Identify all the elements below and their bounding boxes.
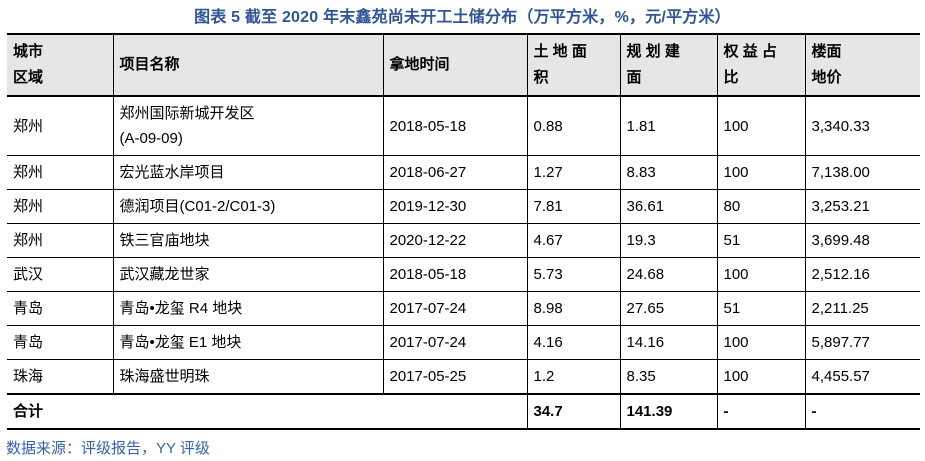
land-area-cell: 5.73 xyxy=(526,257,620,292)
acquisition-date-cell: 2018-05-18 xyxy=(382,95,527,156)
equity-ratio-cell: 100 xyxy=(716,95,805,156)
land-area-cell: 1.27 xyxy=(526,155,620,190)
total-equity-cell: - xyxy=(716,393,805,429)
land-area-cell: 4.67 xyxy=(526,223,620,258)
equity-ratio-cell: 100 xyxy=(716,257,805,292)
acquisition-date-cell: 2017-07-24 xyxy=(382,291,527,326)
planned-gfa-cell: 8.83 xyxy=(619,155,717,190)
floor-price-cell: 3,699.48 xyxy=(804,223,920,258)
header-acquisition-date: 拿地时间 xyxy=(382,33,527,97)
header-land-area: 土 地 面 积 xyxy=(526,33,620,97)
floor-price-cell: 3,253.21 xyxy=(804,189,920,224)
project-name-cell: 德润项目(C01-2/C01-3) xyxy=(112,189,383,224)
equity-ratio-cell: 100 xyxy=(716,155,805,190)
equity-ratio-cell: 51 xyxy=(716,291,805,326)
city-cell: 青岛 xyxy=(7,291,113,326)
table-footer: 合计 34.7 141.39 - - xyxy=(7,393,920,429)
equity-ratio-cell: 100 xyxy=(716,325,805,360)
header-planned-gfa: 规 划 建 面 xyxy=(619,33,717,97)
acquisition-date-cell: 2020-12-22 xyxy=(382,223,527,258)
land-bank-table: 城市 区域 项目名称 拿地时间 土 地 面 积 规 划 建 面 权 益 占 比 … xyxy=(7,33,920,430)
land-area-cell: 8.98 xyxy=(526,291,620,326)
total-row: 合计 34.7 141.39 - - xyxy=(7,393,920,429)
acquisition-date-cell: 2019-12-30 xyxy=(382,189,527,224)
floor-price-cell: 7,138.00 xyxy=(804,155,920,190)
total-planned-gfa-cell: 141.39 xyxy=(619,393,717,429)
floor-price-cell: 2,211.25 xyxy=(804,291,920,326)
land-area-cell: 4.16 xyxy=(526,325,620,360)
planned-gfa-cell: 36.61 xyxy=(619,189,717,224)
equity-ratio-cell: 100 xyxy=(716,359,805,394)
table-row: 郑州 郑州国际新城开发区 (A-09-09) 2018-05-18 0.88 1.81 1… xyxy=(7,95,920,156)
floor-price-cell: 2,512.16 xyxy=(804,257,920,292)
header-city-region: 城市 区域 xyxy=(7,33,113,97)
planned-gfa-cell: 1.81 xyxy=(619,95,717,156)
acquisition-date-cell: 2018-06-27 xyxy=(382,155,527,190)
floor-price-cell: 3,340.33 xyxy=(804,95,920,156)
land-area-cell: 1.2 xyxy=(526,359,620,394)
table-header: 城市 区域 项目名称 拿地时间 土 地 面 积 规 划 建 面 权 益 占 比 … xyxy=(7,33,920,97)
planned-gfa-cell: 27.65 xyxy=(619,291,717,326)
acquisition-date-cell: 2018-05-18 xyxy=(382,257,527,292)
project-name-cell: 珠海盛世明珠 xyxy=(112,359,383,394)
figure-title: 图表 5 截至 2020 年末鑫苑尚未开工土储分布（万平方米，%，元/平方米） xyxy=(194,9,731,26)
table-row: 郑州 德润项目(C01-2/C01-3) 2019-12-30 7.81 36.61 80… xyxy=(7,189,920,224)
planned-gfa-cell: 8.35 xyxy=(619,359,717,394)
equity-ratio-cell: 51 xyxy=(716,223,805,258)
header-project-name: 项目名称 xyxy=(112,33,383,97)
city-cell: 郑州 xyxy=(7,95,113,156)
table-row: 青岛 青岛•龙玺 R4 地块 2017-07-24 8.98 27.65 51 2,211.… xyxy=(7,291,920,326)
planned-gfa-cell: 14.16 xyxy=(619,325,717,360)
header-row: 城市 区域 项目名称 拿地时间 土 地 面 积 规 划 建 面 权 益 占 比 … xyxy=(7,33,920,97)
city-cell: 郑州 xyxy=(7,189,113,224)
project-name-cell: 郑州国际新城开发区 (A-09-09) xyxy=(112,95,383,156)
project-name-cell: 青岛•龙玺 R4 地块 xyxy=(112,291,383,326)
city-cell: 郑州 xyxy=(7,155,113,190)
table-row: 珠海 珠海盛世明珠 2017-05-25 1.2 8.35 100 4,455.57 xyxy=(7,359,920,394)
city-cell: 青岛 xyxy=(7,325,113,360)
header-equity-ratio: 权 益 占 比 xyxy=(716,33,805,97)
table-row: 郑州 铁三官庙地块 2020-12-22 4.67 19.3 51 3,699.48 xyxy=(7,223,920,258)
project-name-cell: 武汉藏龙世家 xyxy=(112,257,383,292)
table-row: 武汉 武汉藏龙世家 2018-05-18 5.73 24.68 100 2,512.16 xyxy=(7,257,920,292)
project-name-cell: 铁三官庙地块 xyxy=(112,223,383,258)
total-floor-price-cell: - xyxy=(804,393,920,429)
table-row: 青岛 青岛•龙玺 E1 地块 2017-07-24 4.16 14.16 100 5,897… xyxy=(7,325,920,360)
total-land-area-cell: 34.7 xyxy=(526,393,620,429)
city-cell: 武汉 xyxy=(7,257,113,292)
floor-price-cell: 5,897.77 xyxy=(804,325,920,360)
project-name-cell: 宏光蓝水岸项目 xyxy=(112,155,383,190)
floor-price-cell: 4,455.57 xyxy=(804,359,920,394)
equity-ratio-cell: 80 xyxy=(716,189,805,224)
data-source-note: 数据来源：评级报告，YY 评级 xyxy=(6,440,210,457)
header-floor-price: 楼面 地价 xyxy=(804,33,920,97)
land-area-cell: 0.88 xyxy=(526,95,620,156)
acquisition-date-cell: 2017-07-24 xyxy=(382,325,527,360)
planned-gfa-cell: 19.3 xyxy=(619,223,717,258)
table-body: 郑州 郑州国际新城开发区 (A-09-09) 2018-05-18 0.88 1.81 1… xyxy=(7,95,920,394)
planned-gfa-cell: 24.68 xyxy=(619,257,717,292)
acquisition-date-cell: 2017-05-25 xyxy=(382,359,527,394)
table-row: 郑州 宏光蓝水岸项目 2018-06-27 1.27 8.83 100 7,138.00 xyxy=(7,155,920,190)
total-label-cell: 合计 xyxy=(7,393,527,429)
city-cell: 郑州 xyxy=(7,223,113,258)
city-cell: 珠海 xyxy=(7,359,113,394)
land-area-cell: 7.81 xyxy=(526,189,620,224)
project-name-cell: 青岛•龙玺 E1 地块 xyxy=(112,325,383,360)
